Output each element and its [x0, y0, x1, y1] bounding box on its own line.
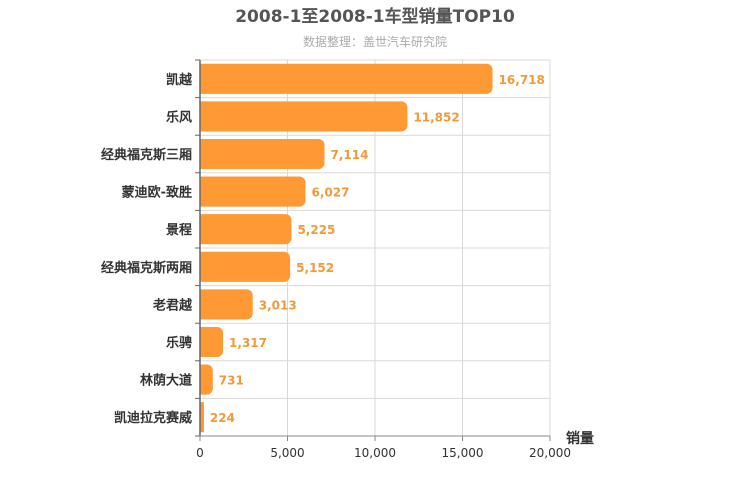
bar [200, 63, 493, 94]
value-label: 6,027 [311, 186, 349, 200]
bar-base [200, 63, 206, 94]
category-label: 经典福克斯三厢 [101, 147, 192, 163]
bar-base [200, 101, 206, 132]
bar [200, 176, 306, 207]
bar-base [200, 214, 206, 245]
value-label: 5,152 [296, 261, 334, 275]
x-axis-title: 销量 [566, 430, 594, 447]
bar-base [200, 289, 206, 320]
bar [200, 101, 408, 132]
value-label: 3,013 [259, 298, 297, 312]
value-label: 5,225 [297, 223, 335, 237]
bar [200, 138, 325, 170]
value-label: 11,852 [413, 110, 459, 124]
value-label: 7,114 [330, 148, 368, 162]
bar [200, 214, 292, 245]
bar-base [200, 176, 206, 207]
axes: 凯越乐风经典福克斯三厢蒙迪欧-致胜景程经典福克斯两厢老君越乐骋林荫大道凯迪拉克赛… [101, 59, 571, 460]
category-label: 经典福克斯两厢 [101, 260, 192, 276]
value-label: 16,718 [499, 73, 545, 87]
value-label: 731 [219, 374, 244, 388]
bar-base [200, 326, 206, 358]
x-tick-label: 0 [196, 446, 204, 460]
value-label: 224 [210, 411, 235, 425]
category-label: 老君越 [152, 297, 193, 313]
bar-base [200, 402, 204, 433]
x-tick-label: 5,000 [270, 446, 304, 460]
bar [200, 251, 291, 282]
bar [200, 289, 253, 320]
category-label: 蒙迪欧-致胜 [122, 185, 192, 201]
category-label: 乐风 [166, 109, 192, 125]
gridlines [200, 59, 551, 437]
bar-base [200, 138, 206, 170]
bar-base [200, 251, 206, 282]
bars: 16,718 11,852 7,114 6,027 5,225 5,152 3,013 1,3… [200, 63, 545, 433]
x-tick-label: 10,000 [354, 446, 396, 460]
value-label: 1,317 [229, 336, 267, 350]
category-label: 林荫大道 [140, 373, 192, 389]
x-tick-label: 15,000 [442, 446, 484, 460]
bar-base [200, 364, 206, 395]
x-tick-label: 20,000 [529, 446, 571, 460]
chart-subtitle: 数据整理：盖世汽车研究院 [303, 34, 447, 49]
category-label: 凯越 [166, 72, 193, 88]
category-label: 乐骋 [166, 335, 192, 351]
category-label: 凯迪拉克赛威 [114, 410, 192, 426]
chart-title: 2008-1至2008-1车型销量TOP10 [235, 6, 515, 27]
category-label: 景程 [166, 223, 192, 238]
